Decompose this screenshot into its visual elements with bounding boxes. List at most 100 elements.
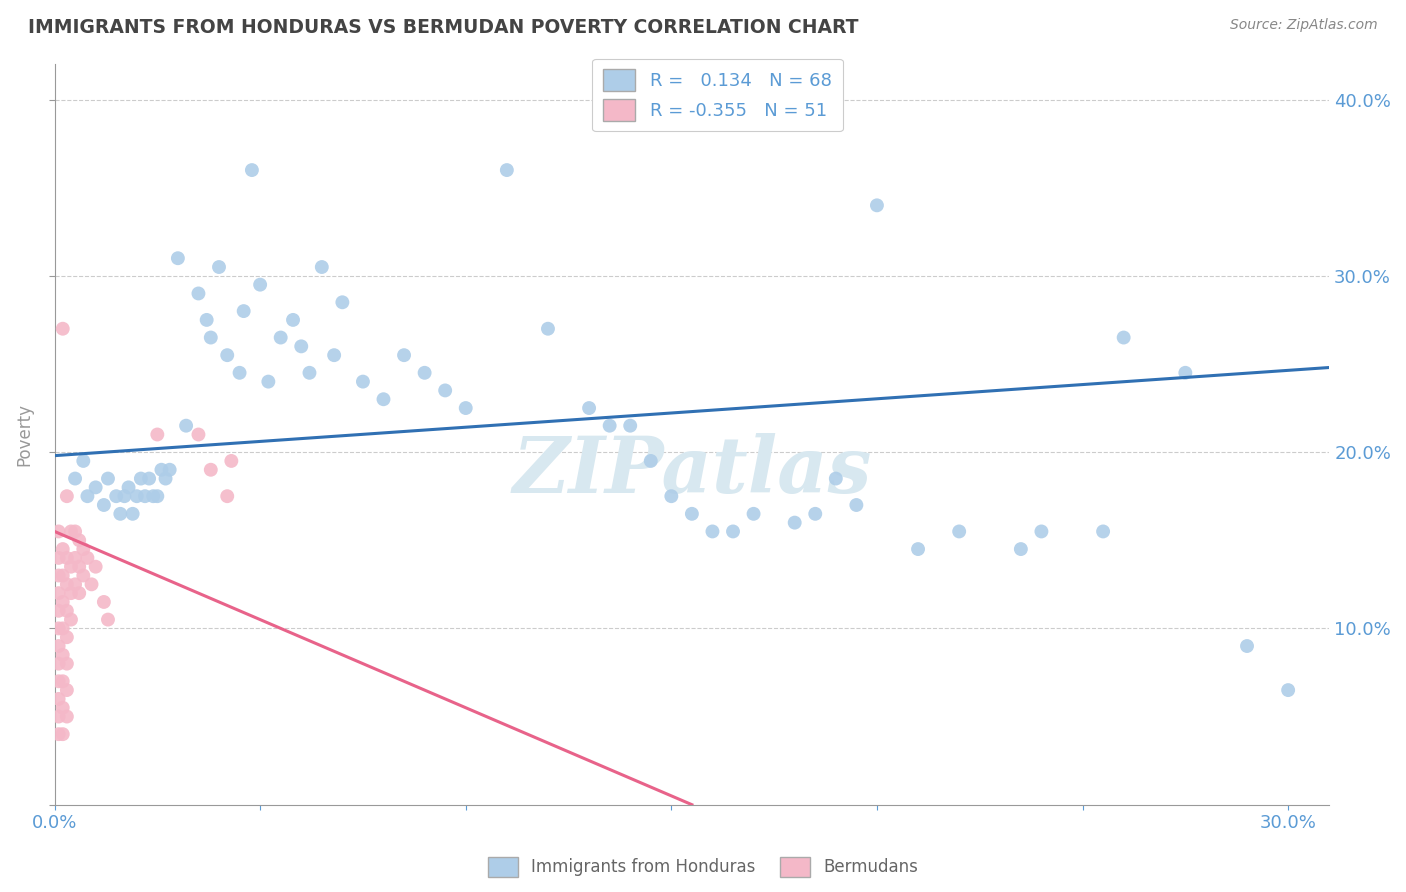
Point (52, 727, 75, 741)
Point (56, 550, 79, 565)
Point (52, 674, 75, 689)
Point (174, 418, 197, 433)
Point (270, 330, 292, 344)
Point (48, 692, 70, 706)
Point (454, 401, 477, 415)
Point (63, 472, 86, 486)
Point (1092, 524, 1115, 539)
Point (281, 313, 304, 327)
Point (907, 542, 929, 557)
Point (845, 498, 868, 512)
Point (97, 613, 120, 627)
Point (138, 472, 160, 486)
Point (56, 630, 79, 644)
Point (537, 322, 560, 336)
Point (1236, 639, 1258, 653)
Point (373, 392, 395, 407)
Point (48, 657, 70, 671)
Point (72, 568, 94, 582)
Point (56, 657, 79, 671)
Text: ZIPatlas: ZIPatlas (512, 434, 872, 509)
Point (352, 375, 374, 389)
Point (167, 251, 190, 265)
Point (72, 542, 94, 557)
Point (681, 507, 703, 521)
Point (134, 489, 156, 503)
Point (129, 472, 152, 486)
Point (63, 550, 86, 565)
Point (52, 322, 75, 336)
Point (67, 533, 90, 548)
Point (640, 454, 662, 468)
Point (208, 260, 231, 274)
Point (48, 524, 70, 539)
Point (52, 542, 75, 557)
Point (93, 595, 115, 609)
Point (1010, 542, 1032, 557)
Point (332, 295, 354, 310)
Point (48, 550, 70, 565)
Point (323, 348, 346, 362)
Point (702, 524, 724, 539)
Point (56, 577, 79, 591)
Point (578, 401, 600, 415)
Point (56, 489, 79, 503)
Point (48, 639, 70, 653)
Point (257, 375, 280, 389)
Point (48, 727, 70, 741)
Point (200, 463, 222, 477)
Point (114, 489, 136, 503)
Point (48, 674, 70, 689)
Point (105, 489, 128, 503)
Point (72, 454, 94, 468)
Point (52, 700, 75, 714)
Point (742, 507, 765, 521)
Point (84, 480, 107, 494)
Point (59, 524, 82, 539)
Point (97, 472, 120, 486)
Point (59, 559, 82, 574)
Point (110, 507, 132, 521)
Point (125, 489, 148, 503)
Point (599, 418, 621, 433)
Point (413, 366, 436, 380)
Point (659, 489, 682, 503)
Point (1112, 330, 1135, 344)
Point (392, 348, 415, 362)
Point (159, 463, 181, 477)
Point (217, 348, 239, 362)
Point (290, 339, 312, 353)
Point (52, 648, 75, 662)
Point (232, 304, 254, 318)
Point (67, 586, 90, 600)
Point (146, 427, 169, 442)
Point (48, 621, 70, 635)
Point (63, 577, 86, 591)
Point (59, 586, 82, 600)
Point (228, 366, 250, 380)
Text: Source: ZipAtlas.com: Source: ZipAtlas.com (1230, 18, 1378, 32)
Point (56, 709, 79, 723)
Point (59, 613, 82, 627)
Point (56, 604, 79, 618)
Text: IMMIGRANTS FROM HONDURAS VS BERMUDAN POVERTY CORRELATION CHART: IMMIGRANTS FROM HONDURAS VS BERMUDAN POV… (28, 18, 859, 37)
Point (56, 683, 79, 698)
Y-axis label: Poverty: Poverty (15, 403, 32, 466)
Point (298, 366, 321, 380)
Point (150, 463, 173, 477)
Point (67, 559, 90, 574)
Point (142, 489, 165, 503)
Point (76, 550, 98, 565)
Point (221, 454, 243, 468)
Point (187, 286, 209, 301)
Point (52, 621, 75, 635)
Point (84, 559, 107, 574)
Point (1031, 524, 1053, 539)
Point (76, 489, 98, 503)
Point (93, 498, 115, 512)
Point (434, 384, 457, 398)
Point (311, 260, 333, 274)
Point (52, 595, 75, 609)
Point (187, 427, 209, 442)
Point (80, 577, 103, 591)
